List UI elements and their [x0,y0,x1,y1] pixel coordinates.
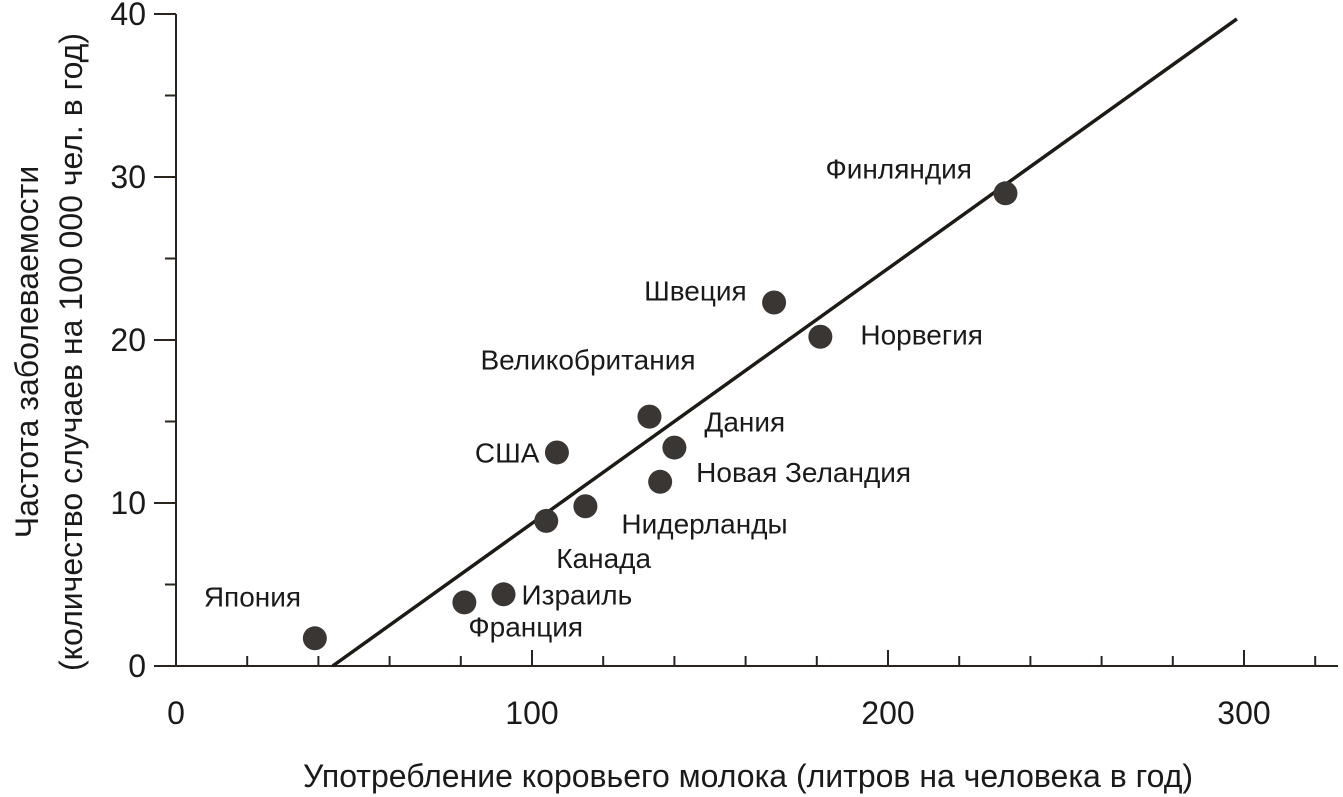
data-point [452,590,477,615]
data-point-label: США [475,437,540,468]
x-tick-label: 0 [167,695,185,731]
data-point [808,324,833,349]
data-point [534,508,559,533]
y-axis-title: Частота заболеваемости (количество случа… [9,33,89,671]
y-axis-title-line2: (количество случаев на 100 000 чел. в го… [53,33,89,671]
data-point-label: Новая Зеландия [696,457,911,488]
data-point-label: Франция [468,611,583,642]
data-point [302,626,327,651]
data-point-label: Финляндия [825,153,972,184]
data-point [648,469,673,494]
data-point-label: Швеция [644,276,747,307]
data-point [762,290,787,315]
data-point-label: Дания [704,407,785,438]
data-point-label: Япония [204,581,301,612]
data-point [491,582,516,607]
data-point [573,494,598,519]
y-tick-label: 20 [110,322,146,358]
x-tick-label: 100 [505,695,558,731]
data-point [662,435,687,460]
data-point-label: Нидерланды [621,508,787,539]
data-point [637,404,662,429]
data-point-label: Израиль [522,579,633,610]
data-point [544,440,569,465]
trendline-layer [331,17,1238,668]
data-point-label: Норвегия [860,320,983,351]
x-tick-label: 200 [861,695,914,731]
axes: 0 100 200 300 0 10 20 30 40 [110,0,1338,731]
x-tick-label: 300 [1217,695,1270,731]
y-tick-label: 0 [128,648,146,684]
y-tick-label: 10 [110,485,146,521]
data-point-label: Великобритания [480,345,695,376]
y-tick-label: 40 [110,0,146,32]
y-tick-label: 30 [110,159,146,195]
y-axis-title-line1: Частота заболеваемости [9,166,45,538]
data-point-label: Канада [556,543,651,574]
x-axis-title: Употребление коровьего молока (литров на… [303,758,1193,794]
points-layer [302,181,1018,651]
data-point [993,181,1018,206]
trendline [331,17,1238,668]
